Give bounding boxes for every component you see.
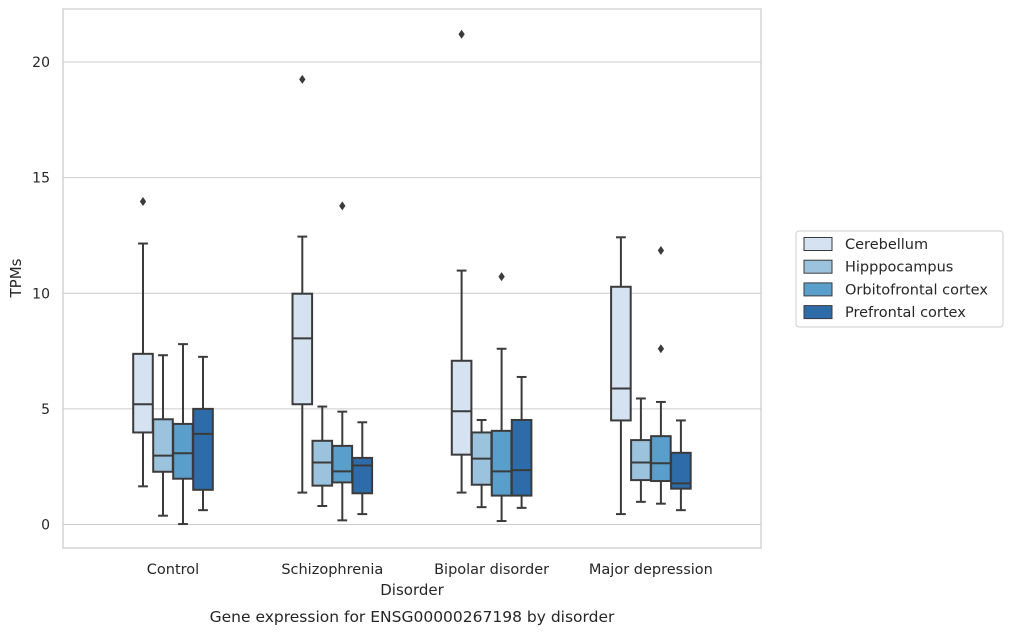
x-tick-label: Bipolar disorder bbox=[434, 562, 549, 578]
box-body bbox=[152, 418, 174, 473]
y-tick-label: 15 bbox=[32, 171, 50, 187]
box-body bbox=[670, 451, 692, 490]
box-group bbox=[470, 418, 493, 509]
box-body bbox=[132, 352, 154, 434]
outlier-marker bbox=[657, 344, 665, 354]
outlier-marker bbox=[498, 272, 505, 282]
box-group bbox=[192, 355, 214, 512]
box-group bbox=[351, 421, 374, 516]
x-tick-labels: Control Schizophrenia Bipolar disorder Majo… bbox=[147, 562, 713, 578]
box-group bbox=[670, 419, 692, 512]
box-body bbox=[291, 292, 314, 406]
legend-label: Prefrontal cortex bbox=[845, 305, 966, 321]
box-group bbox=[172, 343, 194, 526]
legend-frame bbox=[795, 230, 1004, 328]
box-group bbox=[490, 272, 513, 523]
grid-layer bbox=[63, 61, 761, 526]
outlier-marker bbox=[339, 201, 346, 211]
box-body bbox=[192, 407, 214, 491]
box-group bbox=[291, 74, 314, 494]
box-body bbox=[351, 456, 374, 495]
box-body bbox=[172, 422, 194, 480]
box-body bbox=[490, 429, 513, 497]
outlier-marker bbox=[139, 196, 147, 206]
y-axis-label: TPMs bbox=[7, 258, 25, 298]
box-group bbox=[650, 245, 672, 505]
y-tick-label: 10 bbox=[32, 286, 50, 302]
box-group bbox=[510, 375, 533, 509]
box-group bbox=[152, 354, 174, 517]
box-body bbox=[331, 444, 354, 484]
legend-swatch bbox=[803, 282, 833, 297]
box-group bbox=[450, 29, 473, 494]
boxes-layer bbox=[132, 29, 692, 526]
box-body bbox=[650, 435, 672, 483]
y-tick-label: 20 bbox=[32, 55, 50, 71]
box-group bbox=[610, 236, 632, 516]
outlier-marker bbox=[458, 29, 465, 39]
x-axis-label: Disorder bbox=[380, 581, 444, 599]
box-group bbox=[630, 397, 652, 503]
box-body bbox=[610, 285, 632, 422]
plot-frame bbox=[62, 8, 762, 549]
box-group bbox=[132, 196, 154, 488]
legend: Cerebellum Hipppocampus Orbitofrontal cort… bbox=[795, 230, 1004, 328]
box-body bbox=[630, 439, 652, 482]
outlier-marker bbox=[299, 74, 306, 84]
y-tick-label: 0 bbox=[41, 518, 50, 534]
box-group bbox=[331, 201, 354, 522]
x-tick-label: Schizophrenia bbox=[281, 562, 383, 578]
legend-swatch bbox=[803, 305, 833, 320]
box-group bbox=[311, 405, 334, 507]
outlier-marker bbox=[657, 245, 665, 255]
legend-label: Cerebellum bbox=[845, 237, 928, 253]
legend-swatch bbox=[803, 259, 833, 274]
y-tick-labels: 0 5 10 15 20 bbox=[32, 55, 50, 534]
chart-caption: Gene expression for ENSG00000267198 by d… bbox=[210, 608, 615, 626]
legend-swatch bbox=[803, 237, 833, 251]
legend-label: Orbitofrontal cortex bbox=[845, 282, 988, 298]
box-body bbox=[510, 418, 533, 497]
legend-label: Hipppocampus bbox=[845, 260, 953, 276]
x-tick-label: Control bbox=[147, 562, 199, 578]
x-tick-label: Major depression bbox=[589, 562, 713, 578]
y-tick-label: 5 bbox=[41, 402, 50, 418]
box-body bbox=[450, 359, 473, 456]
